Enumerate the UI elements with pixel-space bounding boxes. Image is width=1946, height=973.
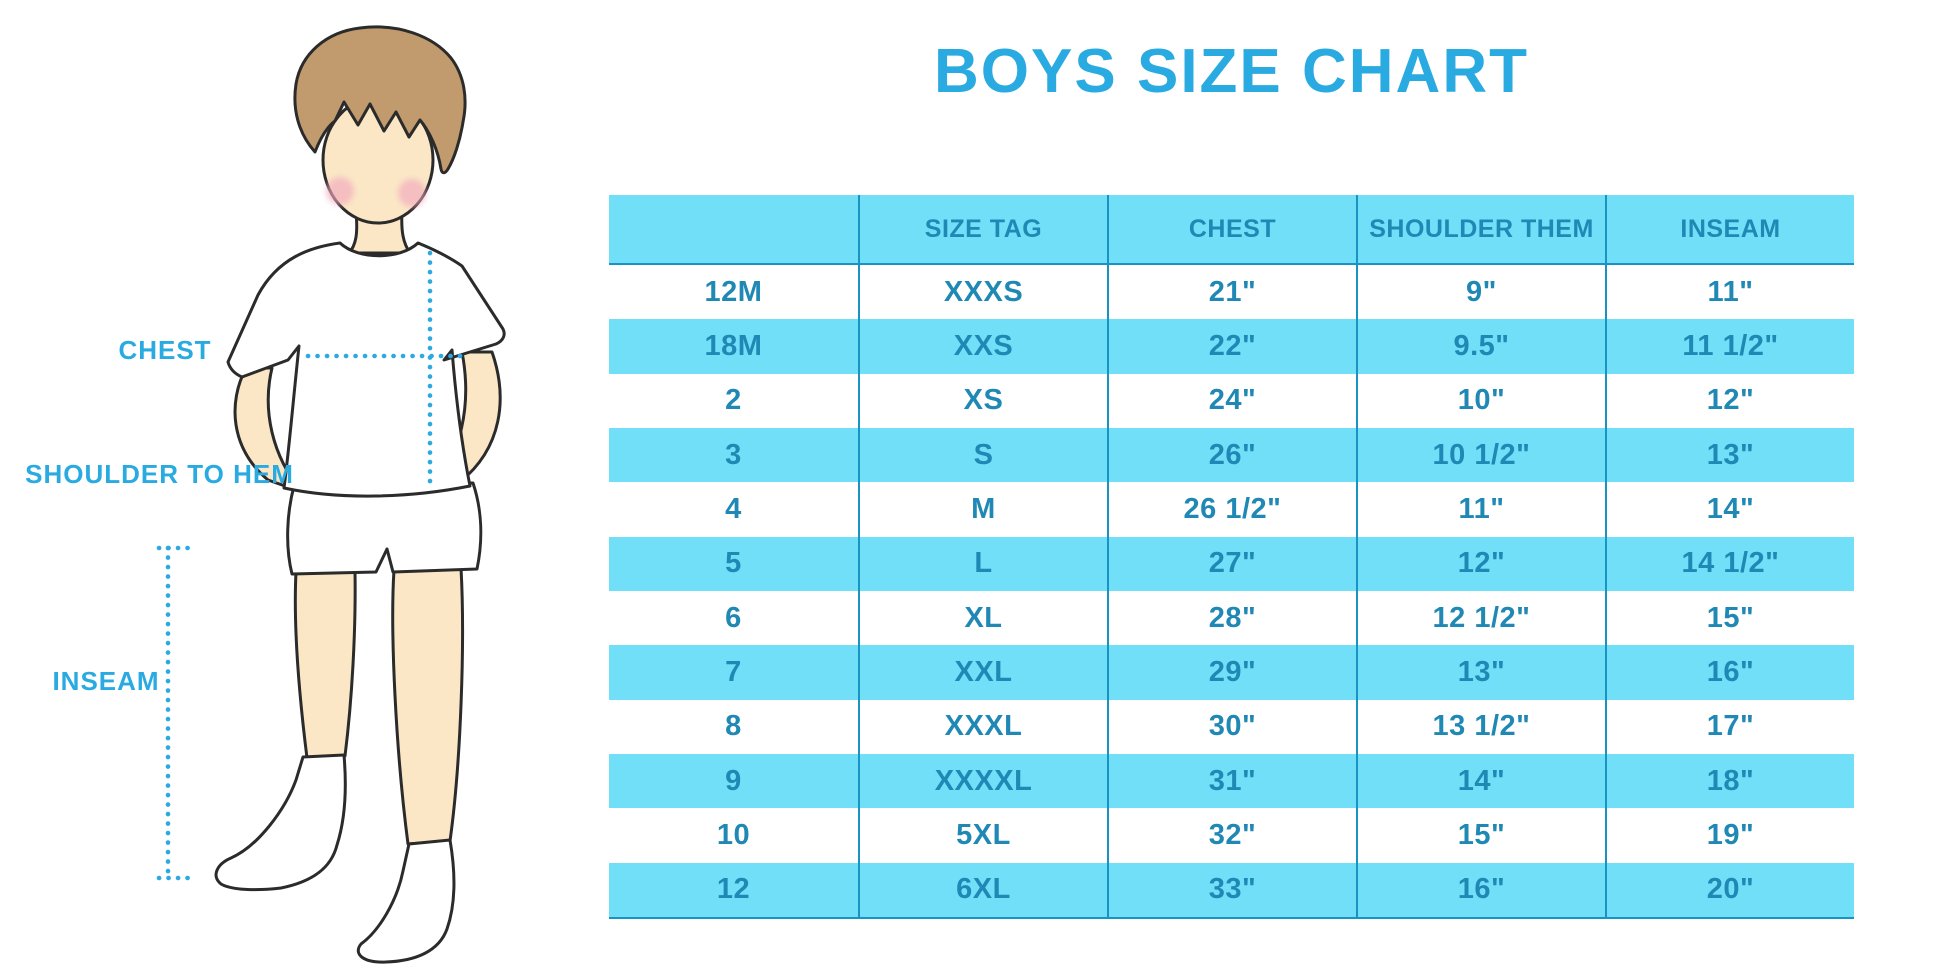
cell-size: 12 bbox=[716, 873, 751, 906]
cell-chest: 30" bbox=[1107, 699, 1356, 754]
cell-inseam: 14 1/2" bbox=[1605, 536, 1854, 591]
cheek-right bbox=[398, 179, 426, 207]
table-row: 3 S 26" 10 1/2" 13" bbox=[609, 427, 1854, 483]
inseam-label: INSEAM bbox=[52, 666, 160, 696]
cell-size: 18M bbox=[704, 329, 763, 362]
cell-chest: 27" bbox=[1107, 536, 1356, 591]
boy-illustration bbox=[156, 25, 506, 964]
header-cell-size-tag: SIZE TAG bbox=[858, 195, 1107, 265]
cell-chest: 21" bbox=[1107, 265, 1356, 320]
cell-chest: 26" bbox=[1107, 427, 1356, 483]
cell-shoulder: 16" bbox=[1356, 862, 1605, 917]
header-cell-shoulder: SHOULDER THEM bbox=[1356, 195, 1605, 265]
cell-chest: 26 1/2" bbox=[1107, 482, 1356, 537]
cell-size: 10 bbox=[716, 818, 751, 851]
cell-shoulder: 9" bbox=[1356, 265, 1605, 320]
table-row: 12M XXXS 21" 9" 11" bbox=[609, 265, 1854, 320]
cell-shoulder: 15" bbox=[1356, 808, 1605, 863]
cell-tag: 5XL bbox=[858, 808, 1107, 863]
cell-inseam: 20" bbox=[1605, 862, 1854, 917]
cell-size: 8 bbox=[725, 710, 742, 743]
shirt-shape bbox=[226, 241, 506, 498]
header-cell-chest: CHEST bbox=[1107, 195, 1356, 265]
cell-tag: L bbox=[858, 536, 1107, 591]
cell-inseam: 13" bbox=[1605, 427, 1854, 483]
cell-tag: XXL bbox=[858, 645, 1107, 700]
cell-size: 12M bbox=[704, 275, 763, 308]
table-row: 2 XS 24" 10" 12" bbox=[609, 373, 1854, 428]
table-row: 5 L 27" 12" 14 1/2" bbox=[609, 536, 1854, 591]
cell-inseam: 17" bbox=[1605, 699, 1854, 754]
header-cell-blank bbox=[609, 195, 858, 265]
cell-shoulder: 14" bbox=[1356, 753, 1605, 809]
hair-shape bbox=[293, 25, 467, 175]
cell-tag: S bbox=[858, 427, 1107, 483]
table-row: 10 5XL 32" 15" 19" bbox=[609, 808, 1854, 863]
cheek-left bbox=[326, 177, 354, 205]
cell-shoulder: 9.5" bbox=[1356, 319, 1605, 374]
cell-inseam: 16" bbox=[1605, 645, 1854, 700]
cell-tag: XXXS bbox=[858, 265, 1107, 320]
cell-tag: XXS bbox=[858, 319, 1107, 374]
cell-size: 7 bbox=[725, 655, 742, 688]
cell-tag: XXXL bbox=[858, 699, 1107, 754]
inseam-dotted-line bbox=[156, 545, 194, 881]
cell-size: 2 bbox=[725, 384, 742, 417]
table-header-row: SIZE TAG CHEST SHOULDER THEM INSEAM bbox=[609, 195, 1854, 265]
cell-shoulder: 11" bbox=[1356, 482, 1605, 537]
table-row: 12 6XL 33" 16" 20" bbox=[609, 862, 1854, 917]
cell-chest: 32" bbox=[1107, 808, 1356, 863]
cell-inseam: 11" bbox=[1605, 265, 1854, 320]
shorts-shape bbox=[286, 481, 483, 576]
chest-label: CHEST bbox=[118, 335, 212, 365]
size-table: SIZE TAG CHEST SHOULDER THEM INSEAM 12M … bbox=[609, 195, 1854, 919]
cell-size: 5 bbox=[725, 547, 742, 580]
table-row: 7 XXL 29" 13" 16" bbox=[609, 645, 1854, 700]
cell-size: 4 bbox=[725, 492, 742, 525]
cell-shoulder: 10 1/2" bbox=[1356, 427, 1605, 483]
header-cell-inseam: INSEAM bbox=[1605, 195, 1854, 265]
cell-size: 9 bbox=[725, 764, 742, 797]
cell-tag: XS bbox=[858, 373, 1107, 428]
cell-size: 3 bbox=[725, 438, 742, 471]
cell-tag: M bbox=[858, 482, 1107, 537]
page-title: BOYS SIZE CHART bbox=[934, 37, 1529, 106]
cell-inseam: 12" bbox=[1605, 373, 1854, 428]
cell-chest: 31" bbox=[1107, 753, 1356, 809]
cell-shoulder: 12" bbox=[1356, 536, 1605, 591]
table-row: 9 XXXXL 31" 14" 18" bbox=[609, 753, 1854, 809]
cell-chest: 33" bbox=[1107, 862, 1356, 917]
cell-inseam: 14" bbox=[1605, 482, 1854, 537]
sock-left bbox=[214, 753, 347, 892]
cell-chest: 24" bbox=[1107, 373, 1356, 428]
cell-shoulder: 13 1/2" bbox=[1356, 699, 1605, 754]
cell-inseam: 11 1/2" bbox=[1605, 319, 1854, 374]
cell-size: 6 bbox=[725, 601, 742, 634]
cell-chest: 22" bbox=[1107, 319, 1356, 374]
cell-tag: 6XL bbox=[858, 862, 1107, 917]
cell-chest: 28" bbox=[1107, 590, 1356, 646]
table-row: 18M XXS 22" 9.5" 11 1/2" bbox=[609, 319, 1854, 374]
shoulder-to-hem-label: SHOULDER TO HEM bbox=[25, 459, 294, 489]
cell-shoulder: 10" bbox=[1356, 373, 1605, 428]
leg-right bbox=[391, 566, 465, 846]
cell-shoulder: 13" bbox=[1356, 645, 1605, 700]
leg-left bbox=[293, 569, 357, 760]
cell-tag: XL bbox=[858, 590, 1107, 646]
cell-inseam: 15" bbox=[1605, 590, 1854, 646]
table-row: 6 XL 28" 12 1/2" 15" bbox=[609, 590, 1854, 646]
sock-right bbox=[356, 838, 456, 964]
cell-tag: XXXXL bbox=[858, 753, 1107, 809]
cell-inseam: 19" bbox=[1605, 808, 1854, 863]
cell-chest: 29" bbox=[1107, 645, 1356, 700]
cell-inseam: 18" bbox=[1605, 753, 1854, 809]
table-row: 8 XXXL 30" 13 1/2" 17" bbox=[609, 699, 1854, 754]
table-row: 4 M 26 1/2" 11" 14" bbox=[609, 482, 1854, 537]
cell-shoulder: 12 1/2" bbox=[1356, 590, 1605, 646]
